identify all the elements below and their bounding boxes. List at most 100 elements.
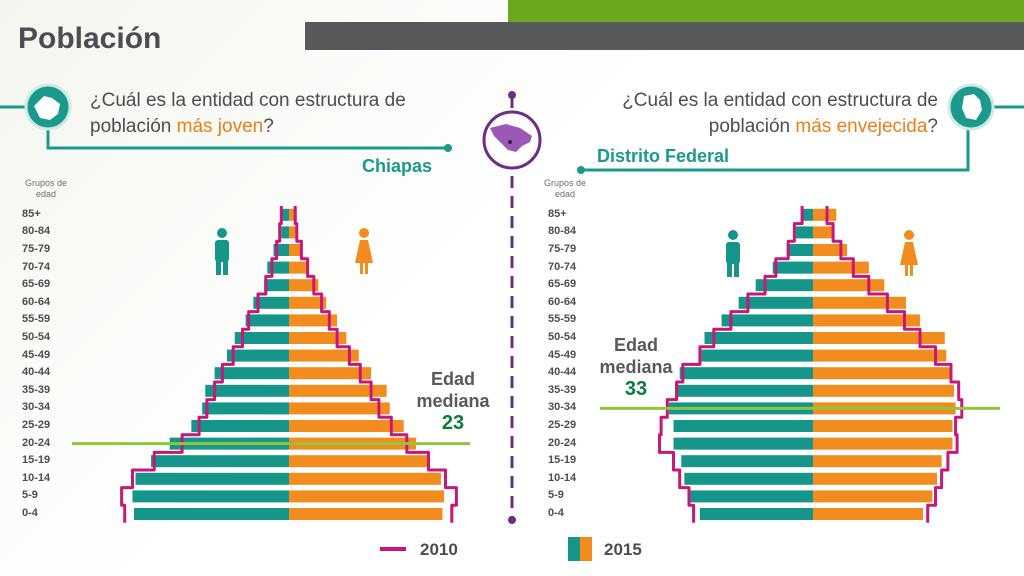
pyramid-0: [72, 206, 470, 523]
age-tick-label: 55-59: [548, 313, 577, 326]
bar-male-2015: [800, 208, 813, 221]
bar-female-2015: [289, 402, 390, 415]
bar-male-2015: [202, 402, 289, 415]
bar-female-2015: [289, 508, 443, 520]
divider-bottom-dot: [508, 516, 516, 524]
bar-male-2015: [701, 349, 813, 362]
bar-male-2015: [673, 437, 813, 450]
age-tick-label: 5-9: [22, 489, 38, 502]
female-icon-right-body: [900, 242, 918, 265]
age-groups-label-right: Grupos de edad: [535, 178, 595, 200]
bar-female-2015: [813, 332, 945, 344]
bar-female-2015: [813, 472, 937, 485]
age-tick-label: 60-64: [22, 295, 51, 308]
bar-male-2015: [721, 314, 813, 327]
female-icon-left: [355, 228, 373, 274]
bar-male-2015: [134, 508, 289, 520]
age-tick-label: 0-4: [548, 507, 564, 519]
connector-right: [581, 126, 970, 172]
bar-male-2015: [687, 490, 813, 503]
male-icon-left-leg-l: [216, 261, 221, 275]
bar-female-2015: [813, 279, 885, 292]
entity-right: Distrito Federal: [597, 146, 730, 166]
bar-female-2015: [813, 437, 953, 450]
divider-top-dot: [508, 91, 516, 99]
page-title: Población: [18, 22, 162, 55]
pyramid-1: [600, 206, 1000, 523]
age-tick-label: 40-44: [548, 366, 577, 379]
bar-female-2015: [289, 384, 387, 397]
age-tick-label: 80-84: [548, 225, 577, 238]
bar-male-2015: [675, 384, 813, 397]
age-tick-label: 75-79: [22, 243, 51, 255]
bar-female-2015: [289, 349, 359, 362]
age-tick-label: 60-64: [548, 295, 577, 308]
bar-male-2015: [234, 332, 289, 344]
male-icon-right-leg-r: [734, 263, 739, 277]
age-tick-label: 25-29: [548, 419, 577, 431]
legend-2015-male-swatch: [568, 537, 580, 561]
bar-female-2015: [289, 296, 327, 309]
bar-female-2015: [289, 367, 372, 380]
age-tick-label: 10-14: [548, 471, 577, 484]
age-tick-label: 65-69: [22, 278, 51, 291]
female-icon-right: [900, 230, 918, 276]
bar-male-2015: [205, 384, 289, 397]
age-tick-label: 45-49: [548, 348, 577, 361]
age-tick-label: 65-69: [548, 278, 577, 291]
bar-female-2015: [813, 490, 933, 503]
age-groups-label-left-1: Grupos de: [24, 178, 68, 188]
bar-female-2015: [813, 261, 869, 274]
bar-female-2015: [813, 384, 955, 397]
question-left-highlight: más joven: [176, 116, 264, 137]
median-age-right: Edad mediana 33: [590, 334, 682, 400]
question-left: ¿Cuál es la entidad con estructura de po…: [90, 88, 460, 140]
median-label-right-2: mediana: [599, 357, 673, 377]
bar-male-2015: [684, 472, 813, 485]
chiapas-state-icon: [34, 96, 60, 120]
female-icon-left-head: [359, 228, 369, 238]
age-tick-label: 75-79: [548, 243, 577, 255]
age-tick-label: 10-14: [22, 471, 51, 484]
line-2010-male: [658, 206, 804, 523]
connector-right-dot: [577, 166, 585, 174]
bar-male-2015: [253, 296, 289, 309]
bar-female-2015: [813, 296, 906, 309]
age-tick-label: 0-4: [22, 507, 38, 519]
bar-female-2015: [289, 490, 444, 503]
bar-male-2015: [151, 455, 289, 468]
bar-female-2015: [813, 226, 834, 239]
female-icon-right-leg-r: [910, 264, 913, 276]
bar-male-2015: [699, 508, 813, 520]
age-tick-label: 50-54: [22, 331, 51, 343]
df-state-icon: [962, 94, 982, 120]
header-gray-bar: [305, 22, 1024, 50]
bar-male-2015: [786, 244, 813, 256]
bar-female-2015: [813, 244, 848, 256]
age-tick-label: 85+: [22, 207, 41, 220]
bar-female-2015: [813, 314, 920, 327]
age-tick-label: 40-44: [22, 366, 51, 379]
male-icon-left-head: [217, 228, 227, 238]
bar-female-2015: [289, 455, 429, 468]
bar-male-2015: [214, 367, 289, 380]
bar-female-2015: [289, 244, 302, 256]
question-left-text: ¿Cuál es la entidad con estructura de po…: [90, 90, 406, 137]
male-icon-left-body: [215, 240, 229, 262]
bar-female-2015: [289, 226, 297, 239]
mexico-map-icon: [490, 124, 532, 152]
age-tick-label: 20-24: [548, 436, 577, 449]
question-right-highlight: más envejecida: [795, 116, 928, 137]
age-tick-label: 20-24: [22, 436, 51, 449]
legend-2010-label: 2010: [420, 540, 458, 559]
entity-left: Chiapas: [362, 156, 433, 176]
bar-male-2015: [281, 208, 289, 221]
age-tick-label: 25-29: [22, 419, 51, 431]
line-2010-female: [293, 206, 458, 523]
age-tick-label: 70-74: [22, 260, 51, 273]
age-tick-label: 85+: [548, 207, 567, 220]
age-tick-label: 30-34: [22, 401, 51, 414]
female-icon-left-body: [355, 240, 373, 263]
bar-female-2015: [289, 314, 338, 327]
